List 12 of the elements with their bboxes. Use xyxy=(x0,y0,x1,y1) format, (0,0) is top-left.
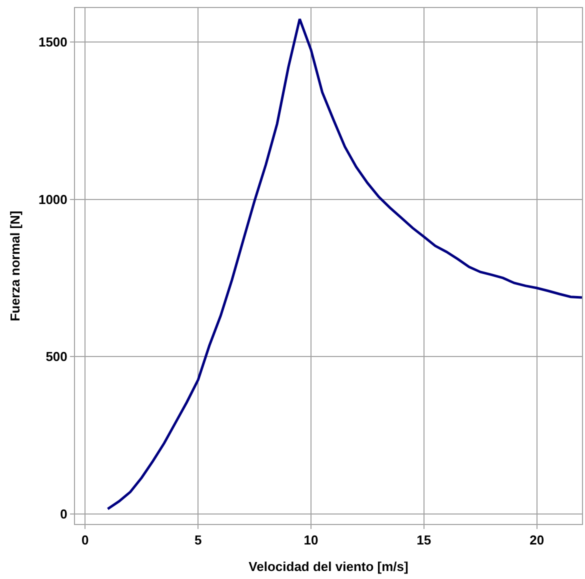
y-tick-label: 1000 xyxy=(38,192,68,207)
y-tick-label: 0 xyxy=(60,506,68,522)
line-series xyxy=(106,18,582,510)
x-tick-label: 20 xyxy=(530,532,544,548)
y-tick-label: 1500 xyxy=(38,34,68,50)
x-tick-label: 0 xyxy=(82,532,89,548)
y-tick-label: 500 xyxy=(46,349,68,364)
x-tick-label: 10 xyxy=(304,532,318,548)
x-axis-title: Velocidad del viento [m/s] xyxy=(248,559,408,574)
x-tick-label: 5 xyxy=(194,532,202,548)
y-axis-title: Fuerza normal [N] xyxy=(7,210,22,322)
x-tick-label: 15 xyxy=(416,532,432,548)
